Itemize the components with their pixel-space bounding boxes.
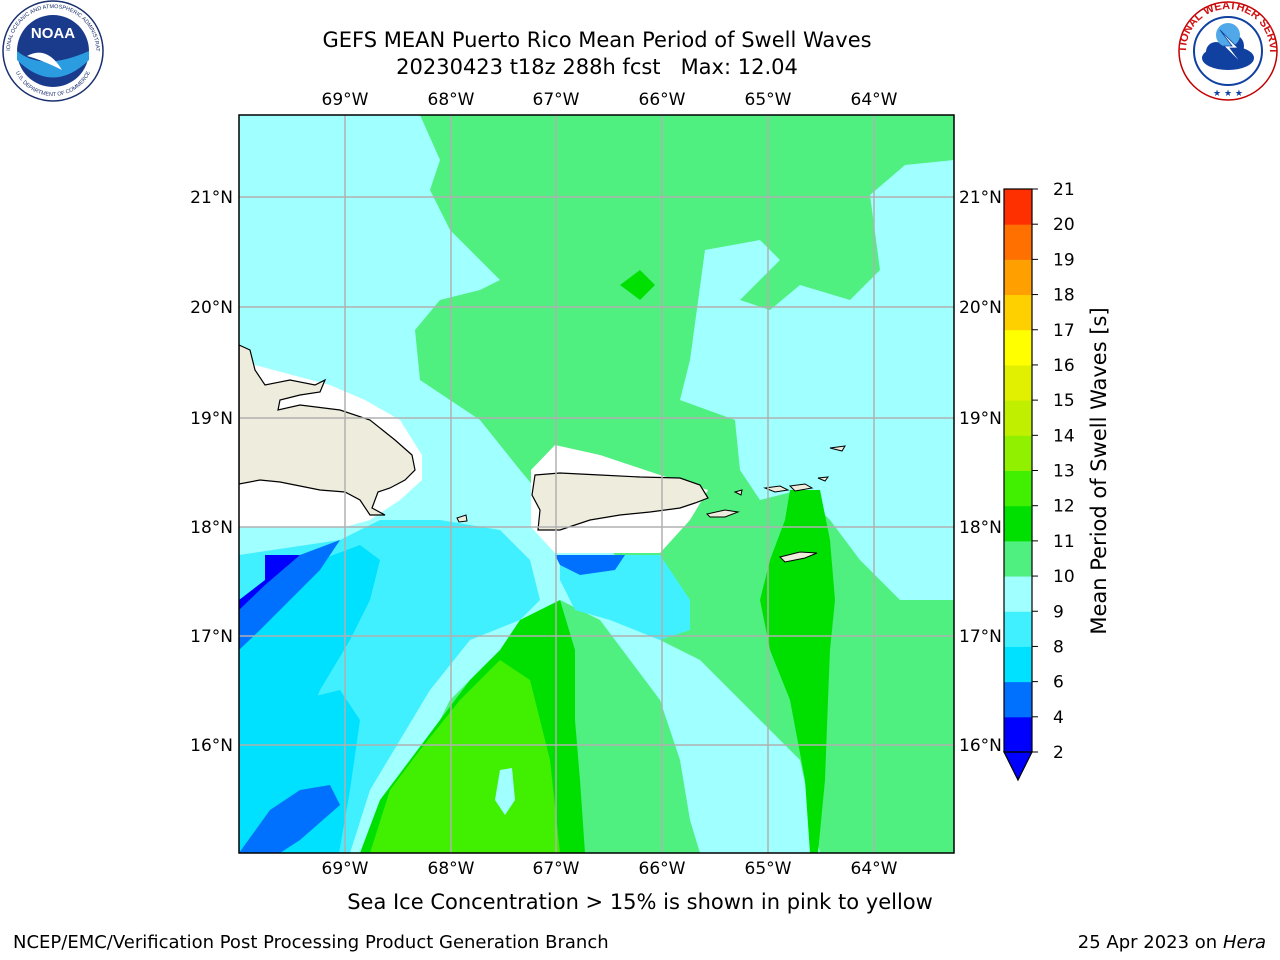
map-subtitle: 20230423 t18z 288h fcst Max: 12.04	[396, 55, 798, 79]
swell-band-under-2	[239, 555, 300, 610]
lat-label-left: 20°N	[190, 298, 233, 318]
colorbar-tick-label: 14	[1053, 426, 1075, 446]
vieques-island	[706, 509, 740, 518]
nws-logo: NATIONAL WEATHER SERVICE ★ ★ ★	[1176, 0, 1279, 101]
footer-date-text: 25 Apr 2023 on	[1077, 932, 1218, 953]
map-frame	[238, 114, 955, 854]
colorbar-swatch	[1004, 329, 1032, 366]
lon-labels-bottom: 69°W 68°W 67°W 66°W 65°W 64°W	[322, 859, 898, 879]
colorbar-swatch	[1004, 224, 1032, 260]
colorbar-swatch	[1004, 259, 1032, 296]
colorbar-tick-label: 15	[1053, 391, 1075, 411]
colorbar-tick-label: 16	[1053, 356, 1075, 376]
st-croix-island	[779, 551, 818, 563]
puerto-rico-land	[531, 472, 709, 531]
colorbar: 2 4 6 8 9 10 11 12 13 14 15 16 17 18 19 20 21	[1003, 180, 1075, 782]
lat-label-right: 19°N	[959, 409, 1002, 429]
swell-band-10-11-east	[760, 490, 835, 853]
lat-labels-right: 21°N 20°N 19°N 18°N 17°N 16°N	[959, 188, 1002, 756]
colorbar-swatch	[1004, 470, 1032, 507]
colorbar-swatch	[1004, 611, 1032, 647]
lat-label-left: 19°N	[190, 409, 233, 429]
colorbar-tick-label: 10	[1053, 567, 1075, 587]
lon-label-bottom: 68°W	[428, 859, 475, 879]
map-area	[239, 115, 954, 853]
colorbar-swatch	[1004, 576, 1032, 612]
colorbar-tick-label: 20	[1053, 215, 1075, 235]
colorbar-label: Mean Period of Swell Waves [s]	[1087, 307, 1111, 634]
colorbar-swatch	[1004, 400, 1032, 436]
colorbar-swatch	[1004, 435, 1032, 471]
colorbar-swatch	[1004, 364, 1032, 401]
colorbar-under-arrow	[1003, 751, 1033, 782]
lat-labels-left: 21°N 20°N 19°N 18°N 17°N 16°N	[190, 188, 233, 756]
lat-label-left: 21°N	[190, 188, 233, 208]
lon-label-bottom: 64°W	[851, 859, 898, 879]
swell-band-11-12	[370, 660, 560, 853]
swell-band-10-11-spot	[620, 270, 655, 300]
lon-label-top: 69°W	[322, 90, 369, 110]
lon-label-bottom: 69°W	[322, 859, 369, 879]
lat-label-right: 18°N	[959, 518, 1002, 538]
colorbar-tick-label: 18	[1053, 286, 1075, 306]
lon-label-bottom: 66°W	[639, 859, 686, 879]
noaa-logo-text: NOAA	[31, 25, 75, 42]
footer-date: 25 Apr 2023 on Hera	[1078, 932, 1266, 953]
swell-band-2-4-sw	[239, 785, 340, 853]
colorbar-swatch	[1004, 646, 1032, 683]
footer-host: Hera	[1222, 932, 1266, 953]
swell-band-6-8-east	[560, 555, 690, 640]
mona-island	[456, 514, 468, 523]
colorbar-tick-label: 6	[1053, 673, 1064, 693]
swell-band-inner-light	[495, 768, 515, 815]
lat-label-right: 21°N	[959, 188, 1002, 208]
nws-stars: ★ ★ ★	[1213, 89, 1243, 99]
lon-labels-top: 69°W 68°W 67°W 66°W 65°W 64°W	[322, 90, 898, 110]
colorbar-tick-label: 8	[1053, 637, 1064, 657]
noaa-logo: NOAA NATIONAL OCEANIC AND ATMOSPHERIC AD…	[2, 0, 104, 102]
sea-ice-note: Sea Ice Concentration > 15% is shown in …	[347, 890, 933, 914]
lat-label-left: 18°N	[190, 518, 233, 538]
lon-label-top: 67°W	[533, 90, 580, 110]
lon-label-bottom: 65°W	[745, 859, 792, 879]
colorbar-swatch	[1004, 294, 1032, 331]
footer-credit: NCEP/EMC/Verification Post Processing Pr…	[13, 932, 609, 953]
swell-band-2-4-pr	[555, 555, 625, 575]
lat-label-right: 20°N	[959, 298, 1002, 318]
lon-label-bottom: 67°W	[533, 859, 580, 879]
colorbar-tick-label: 19	[1053, 250, 1075, 270]
lon-label-top: 68°W	[428, 90, 475, 110]
virgin-islands	[733, 445, 846, 496]
colorbar-tick-label: 17	[1053, 321, 1075, 341]
colorbar-swatch	[1004, 540, 1032, 577]
colorbar-tick-label: 13	[1053, 462, 1075, 482]
colorbar-swatch	[1004, 716, 1032, 753]
map-gridlines	[239, 115, 954, 853]
lat-label-right: 16°N	[959, 736, 1002, 756]
colorbar-tick-label: 11	[1053, 532, 1075, 552]
colorbar-swatch	[1004, 505, 1032, 542]
colorbar-tick-label: 12	[1053, 497, 1075, 517]
lon-label-top: 66°W	[639, 90, 686, 110]
lat-label-left: 16°N	[190, 736, 233, 756]
lon-label-top: 65°W	[745, 90, 792, 110]
colorbar-tick-label: 4	[1053, 708, 1064, 728]
colorbar-swatch	[1004, 189, 1032, 225]
colorbar-tick-label: 21	[1053, 180, 1075, 200]
lon-label-top: 64°W	[851, 90, 898, 110]
lat-label-right: 17°N	[959, 627, 1002, 647]
hispaniola-land	[239, 344, 416, 516]
lat-label-left: 17°N	[190, 627, 233, 647]
colorbar-tick-label: 2	[1053, 743, 1064, 763]
colorbar-tick-label: 9	[1053, 602, 1064, 622]
map-title: GEFS MEAN Puerto Rico Mean Period of Swe…	[322, 28, 872, 52]
swell-band-2-4-west	[239, 540, 340, 650]
colorbar-swatch	[1004, 681, 1032, 718]
